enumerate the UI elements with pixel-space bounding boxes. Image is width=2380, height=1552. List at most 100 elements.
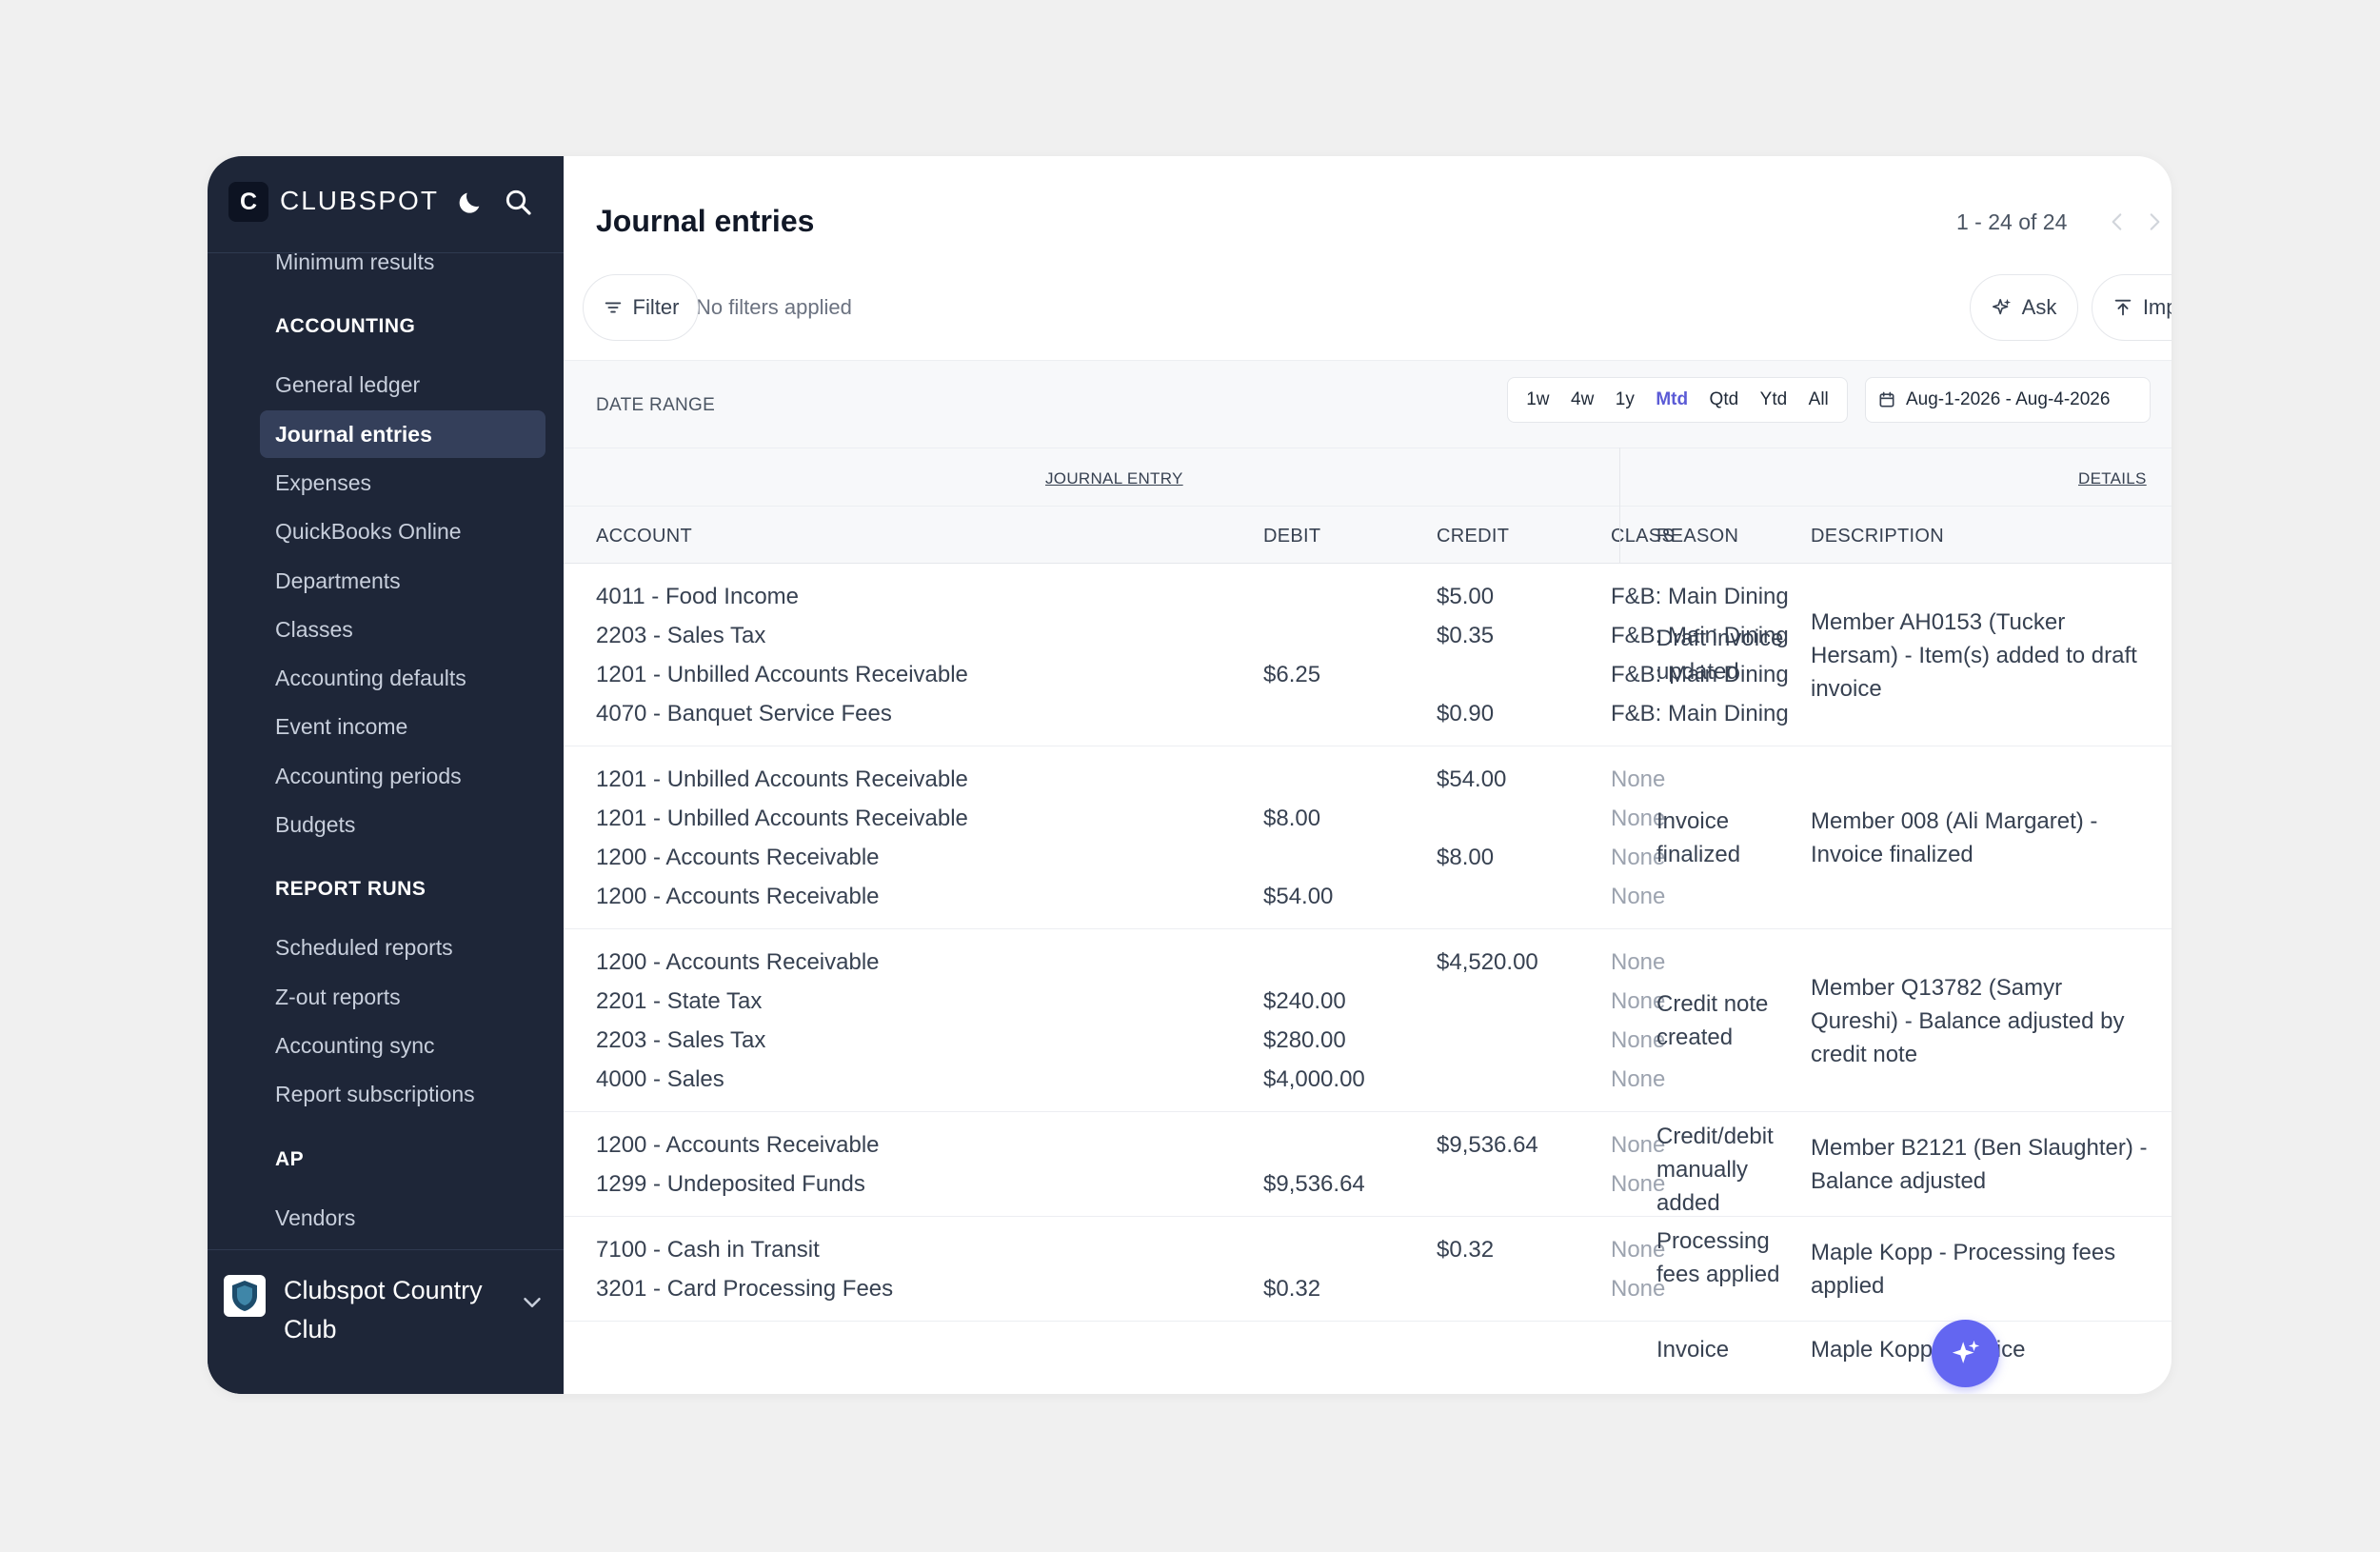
cell-credit: $54.00 [1437,766,1507,792]
sidebar-item-vendor-invoices[interactable]: Vendor invoices [260,1243,545,1249]
sidebar-item-departments[interactable]: Departments [275,567,401,593]
cell-credit: $0.32 [1437,1237,1495,1263]
entry-line: 1200 - Accounts Receivable $4,520.00 None [564,943,1665,982]
sidebar-item-scheduled-reports[interactable]: Scheduled reports [275,935,453,961]
sparkle-icon [1992,298,2011,315]
cell-class: None [1611,884,1666,909]
club-switcher[interactable]: Clubspot Country Club [208,1249,564,1394]
entry-line: 1299 - Undeposited Funds $9,536.64 None [564,1164,1665,1204]
cell-reason: Draft invoice updated [1656,626,1784,685]
journal-entry-row[interactable]: 7100 - Cash in Transit $0.32 None 3201 - Ca… [564,1217,2172,1322]
range-presets: 1w 4w 1y Mtd Qtd Ytd All [1507,377,1848,423]
sidebar-item-expenses[interactable]: Expenses [275,469,372,495]
sidebar-item-journal-entries[interactable]: Journal entries [260,409,545,458]
cell-class: None [1611,1276,1666,1302]
cell-debit: $8.00 [1263,806,1321,831]
moon-icon[interactable] [455,187,486,217]
sidebar-item-accounting-defaults[interactable]: Accounting defaults [275,666,466,691]
cell-account: 2203 - Sales Tax [596,1027,766,1053]
cell-class: None [1611,1171,1666,1197]
journal-entry-row[interactable]: 4011 - Food Income $5.00 F&B: Main Dining 2… [564,564,2172,746]
entry-line: 4011 - Food Income $5.00 F&B: Main Dining [564,577,1789,616]
filter-button[interactable]: Filter [583,274,699,341]
range-option-ytd[interactable]: Ytd [1759,389,1788,409]
page-title: Journal entries [596,204,815,238]
cell-debit: $54.00 [1263,884,1334,909]
journal-entry-row[interactable]: 1200 - Accounts Receivable $4,520.00 None 2… [564,929,2172,1112]
cell-account: 1201 - Unbilled Accounts Receivable [596,806,968,831]
cell-account: 7100 - Cash in Transit [596,1237,820,1263]
date-range-bar: DATE RANGE 1w 4w 1y Mtd Qtd Ytd All Aug-1-2026… [564,360,2172,448]
column-header-row: ACCOUNT DEBIT CREDIT CLASS REASON DESCRI… [564,507,2172,564]
group-details[interactable]: DETAILS [2078,469,2147,487]
range-option-1y[interactable]: 1y [1615,389,1635,409]
import-button[interactable]: Import [2092,274,2172,341]
group-journal-entry[interactable]: JOURNAL ENTRY [1045,469,1183,487]
entry-line: 1201 - Unbilled Accounts Receivable $54.0… [564,760,1665,799]
sidebar-item-quickbooks-online[interactable]: QuickBooks Online [275,519,462,545]
import-icon [2114,299,2132,316]
range-option-mtd[interactable]: Mtd [1656,389,1689,409]
import-label: Import [2142,295,2172,319]
chevron-down-icon[interactable] [518,1288,546,1317]
cell-class: None [1611,949,1666,975]
cell-class: F&B: Main Dining [1611,662,1789,687]
sidebar-item-event-income[interactable]: Event income [275,714,408,740]
journal-entry-row[interactable]: 1200 - Accounts Receivable $9,536.64 None 1… [564,1112,2172,1217]
ask-button[interactable]: Ask [1970,274,2078,341]
col-credit[interactable]: CREDIT [1437,526,1510,547]
col-description[interactable]: DESCRIPTION [1811,526,1944,547]
sidebar-item-vendors[interactable]: Vendors [275,1204,356,1230]
range-option-qtd[interactable]: Qtd [1709,389,1739,409]
col-debit[interactable]: DEBIT [1263,526,1321,547]
sidebar-item-classes[interactable]: Classes [275,616,353,642]
entry-line: 2203 - Sales Tax $0.35 F&B: Main Dining [564,616,1789,655]
nav-section-ap: AP [275,1147,305,1170]
journal-entry-row[interactable]: Invoice Maple Kopp - Invoice [564,1322,2172,1394]
cell-class: None [1611,988,1666,1014]
sidebar-item-general-ledger[interactable]: General ledger [275,372,421,398]
cell-account: 1200 - Accounts Receivable [596,949,880,975]
cell-reason: Invoice finalized [1656,808,1741,867]
journal-table-body: 4011 - Food Income $5.00 F&B: Main Dining 2… [564,564,2172,1394]
cell-account: 1200 - Accounts Receivable [596,1132,880,1158]
cell-class: None [1611,1066,1666,1092]
date-picker[interactable]: Aug-1-2026 - Aug-4-2026 [1865,377,2151,423]
col-account[interactable]: ACCOUNT [596,526,692,547]
brand-name: CLUBSPOT [280,186,439,215]
sidebar-item-minimum-results[interactable]: Minimum results [275,253,435,274]
range-option-4w[interactable]: 4w [1571,389,1595,409]
cell-credit: $4,520.00 [1437,949,1538,975]
entry-line: 7100 - Cash in Transit $0.32 None [564,1230,1665,1269]
cell-description: Member Q13782 (Samyr Qureshi) - Balance … [1811,974,2125,1067]
journal-entry-row[interactable]: 1201 - Unbilled Accounts Receivable $54.0… [564,746,2172,929]
brand-logo[interactable]: C [228,182,268,222]
cell-debit: $0.32 [1263,1276,1321,1302]
sidebar-item-budgets[interactable]: Budgets [275,812,356,837]
cell-debit: $6.25 [1263,662,1321,687]
search-icon[interactable] [503,187,533,217]
date-range-label: DATE RANGE [596,395,716,415]
sparkle-icon [1952,1340,1979,1363]
sidebar-item-accounting-periods[interactable]: Accounting periods [275,763,462,788]
entry-line: 4000 - Sales $4,000.00 None [564,1060,1665,1099]
chevron-right-icon[interactable] [2142,209,2167,234]
shield-icon [232,1281,257,1311]
cell-debit: $240.00 [1263,988,1346,1014]
ai-assistant-button[interactable] [1932,1320,1999,1387]
cell-class: None [1611,1027,1666,1053]
sidebar-item-report-subscriptions[interactable]: Report subscriptions [275,1082,475,1107]
date-range-value: Aug-1-2026 - Aug-4-2026 [1906,389,2111,409]
cell-account: 2201 - State Tax [596,988,763,1014]
cell-credit: $0.90 [1437,701,1495,726]
col-reason[interactable]: REASON [1656,526,1739,547]
sidebar-item-z-out-reports[interactable]: Z-out reports [275,984,401,1009]
sidebar-item-accounting-sync[interactable]: Accounting sync [275,1032,435,1058]
cell-debit: $9,536.64 [1263,1171,1365,1197]
range-option-all[interactable]: All [1808,389,1829,409]
col-class[interactable]: CLASS [1611,526,1676,547]
range-option-1w[interactable]: 1w [1526,389,1550,409]
entry-line: 4070 - Banquet Service Fees $0.90 F&B: Mai… [564,694,1789,733]
club-logo [224,1275,266,1317]
chevron-left-icon[interactable] [2105,209,2130,234]
